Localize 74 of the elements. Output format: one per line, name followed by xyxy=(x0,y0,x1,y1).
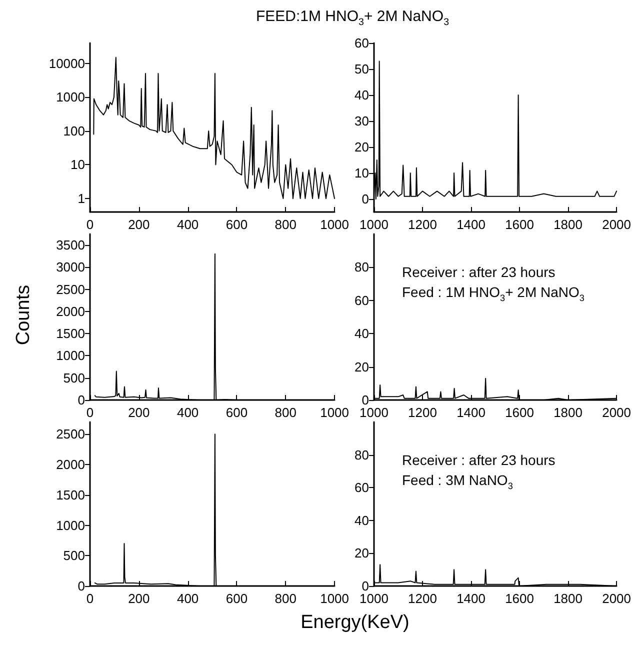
y-tick-label: 60 xyxy=(354,36,369,50)
x-tick-label: 1600 xyxy=(505,591,534,606)
y-tick-label: 1000 xyxy=(56,90,85,105)
chart-title: FEED:1M HNO$_{3}$+ 2M NaNO$_{3}$ xyxy=(256,8,449,28)
y-tick-label: 10000 xyxy=(48,56,85,71)
y-tick-label: 2500 xyxy=(56,282,85,297)
y-tick-label: 0 xyxy=(362,578,369,594)
x-tick-label: 1400 xyxy=(456,217,486,232)
y-tick-label: 80 xyxy=(354,260,369,275)
x-tick-label: 400 xyxy=(176,217,199,232)
x-tick-label: 600 xyxy=(226,405,248,420)
y-tick-label: 40 xyxy=(354,88,369,102)
x-tick-label: 1200 xyxy=(408,405,437,420)
y-tick-label: 60 xyxy=(354,480,369,496)
x-tick-label: 400 xyxy=(176,405,199,420)
y-tick-label: 40 xyxy=(354,512,369,528)
y-tick-label: 1000 xyxy=(56,348,85,364)
y-tick-label: 30 xyxy=(354,114,369,128)
x-tick-label: 1400 xyxy=(456,405,486,420)
y-tick-label: 10 xyxy=(70,157,85,172)
x-tick-label: 400 xyxy=(176,591,199,606)
x-tick-label: 1000 xyxy=(320,405,349,420)
y-tick-label: 500 xyxy=(63,370,85,386)
y-tick-label: 10 xyxy=(354,166,369,180)
x-tick-label: 1000 xyxy=(320,591,349,606)
annotation: Receiver : after 23 hours xyxy=(402,452,556,468)
y-tick-label: 2000 xyxy=(56,304,85,319)
y-tick-label: 100 xyxy=(63,123,85,138)
x-tick-label: 1200 xyxy=(408,217,437,232)
y-tick-label: 1500 xyxy=(56,326,85,342)
y-tick-label: 3500 xyxy=(56,238,85,253)
y-axis-title: Counts xyxy=(13,284,35,346)
x-tick-label: 1800 xyxy=(554,591,582,606)
x-tick-label: 1600 xyxy=(505,405,534,420)
x-tick-label: 800 xyxy=(274,591,296,606)
y-tick-label: 20 xyxy=(354,359,369,374)
annotation: Receiver : after 23 hours xyxy=(402,264,556,280)
y-tick-label: 1 xyxy=(78,191,85,206)
x-tick-label: 2000 xyxy=(602,591,631,606)
x-tick-label: 800 xyxy=(274,217,296,232)
x-tick-label: 800 xyxy=(274,405,296,420)
y-tick-label: 2500 xyxy=(56,426,85,442)
y-tick-label: 20 xyxy=(354,546,369,561)
y-tick-label: 3000 xyxy=(56,260,85,275)
x-tick-label: 2000 xyxy=(602,405,631,420)
y-tick-label: 1000 xyxy=(56,518,85,533)
y-tick-label: 80 xyxy=(354,447,369,462)
y-tick-label: 1500 xyxy=(56,487,85,502)
x-tick-label: 200 xyxy=(128,405,150,420)
annotation: Feed : 3M NaNO$_{3}$ xyxy=(402,472,513,491)
annotation: Feed : 1M HNO$_{3}$+ 2M NaNO$_{3}$ xyxy=(402,284,584,303)
y-tick-label: 40 xyxy=(354,326,369,342)
x-tick-label: 1800 xyxy=(554,217,582,232)
y-tick-label: 2000 xyxy=(56,457,85,472)
x-tick-label: 1000 xyxy=(320,217,349,232)
y-tick-label: 0 xyxy=(78,392,85,408)
x-tick-label: 1600 xyxy=(505,217,534,232)
y-tick-label: 50 xyxy=(354,62,369,76)
x-tick-label: 1800 xyxy=(554,405,582,420)
line-series xyxy=(93,56,336,200)
y-tick-label: 0 xyxy=(362,192,369,206)
x-tick-label: 200 xyxy=(128,591,150,606)
x-axis-title: Energy(KeV) xyxy=(300,612,410,634)
x-tick-label: 200 xyxy=(128,217,150,232)
x-tick-label: 600 xyxy=(226,217,248,232)
x-tick-label: 1200 xyxy=(408,591,437,606)
y-tick-label: 20 xyxy=(354,140,369,154)
y-tick-label: 60 xyxy=(354,292,369,308)
x-tick-label: 600 xyxy=(226,591,248,606)
x-tick-label: 2000 xyxy=(602,217,631,232)
x-tick-label: 1400 xyxy=(456,591,486,606)
y-tick-label: 0 xyxy=(78,578,85,594)
y-tick-label: 500 xyxy=(63,548,85,564)
y-tick-label: 0 xyxy=(362,392,369,408)
